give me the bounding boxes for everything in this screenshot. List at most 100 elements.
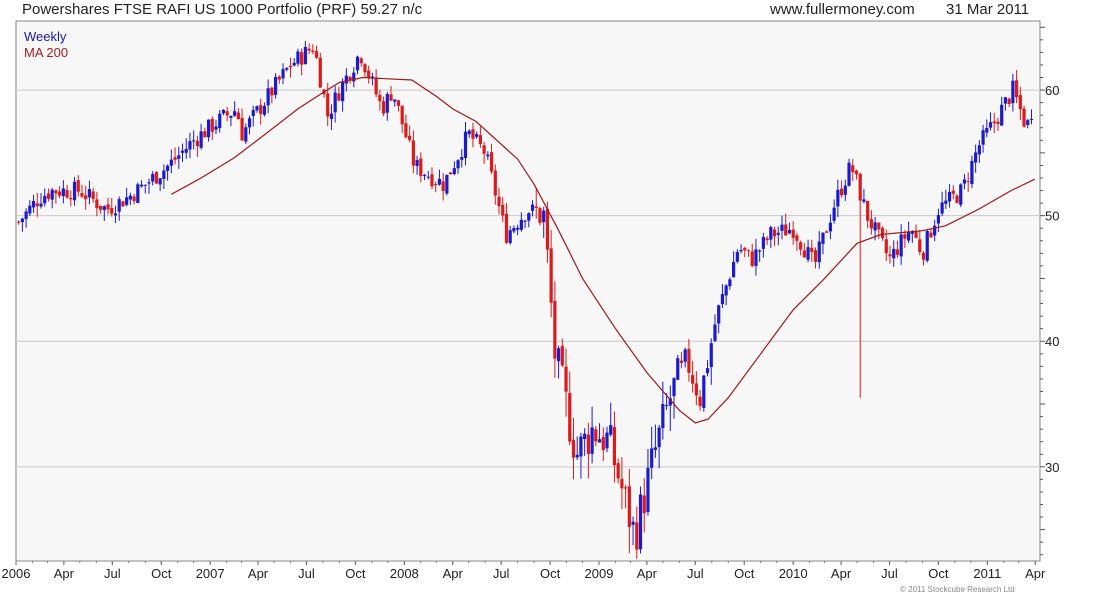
candle-body [76, 180, 80, 192]
x-tick-label: Apr [831, 566, 852, 581]
candle-body [802, 250, 806, 258]
candle-body [936, 215, 940, 224]
candle-body [970, 160, 974, 185]
candle-body [177, 155, 181, 159]
candle-body [664, 405, 669, 407]
grid-lines [16, 89, 1040, 468]
candle-body [233, 111, 237, 116]
candle-body [635, 522, 639, 550]
candle-body [259, 105, 263, 114]
candle-body [504, 214, 509, 243]
candle-body [772, 229, 777, 237]
candle-body [72, 181, 77, 201]
candle-body [709, 343, 713, 367]
candle-body [91, 191, 95, 199]
candle-body [31, 201, 36, 208]
legend-ma-200: MA 200 [24, 45, 69, 60]
candle-body [58, 191, 62, 196]
candle-body [951, 190, 955, 194]
candle-body [795, 235, 799, 241]
candle-body [866, 200, 870, 221]
candle-body [810, 247, 814, 252]
candle-body [341, 81, 345, 102]
chart-title: Powershares FTSE RAFI US 1000 Portfolio … [22, 1, 423, 18]
candle-body [731, 261, 736, 278]
candle-body [270, 87, 274, 96]
candle-body [862, 199, 866, 202]
candle-body [471, 129, 475, 139]
candle-body [873, 222, 877, 231]
candle-body [542, 210, 546, 223]
candle-body [743, 247, 747, 251]
candle-body [326, 93, 330, 117]
candle-body [806, 247, 810, 260]
x-tick-label: Apr [443, 566, 464, 581]
candle-body [925, 231, 929, 261]
candle-body [847, 162, 851, 186]
candle-body [944, 200, 948, 204]
candle-body [255, 106, 259, 111]
candle-body [221, 110, 226, 114]
candle-body [605, 432, 609, 449]
candle-body [128, 195, 132, 200]
y-tick-label: 40 [1045, 334, 1059, 349]
candle-body [921, 252, 926, 260]
candle-body [102, 206, 106, 211]
candle-body [914, 230, 918, 238]
candle-body [98, 205, 103, 210]
candle-body [892, 248, 896, 259]
candle-body [728, 279, 732, 287]
candle-body [143, 184, 147, 186]
candle-body [467, 130, 471, 135]
candle-body [705, 368, 710, 374]
candle-body [985, 127, 989, 133]
candle-body [404, 123, 408, 138]
candle-body [247, 118, 252, 128]
candle-body [411, 140, 415, 166]
candle-body [374, 77, 378, 95]
candle-body [300, 52, 304, 65]
candle-body [430, 174, 434, 187]
candle-body [869, 219, 873, 229]
candle-body [169, 159, 173, 166]
candle-body [631, 521, 635, 525]
candle-body [359, 58, 363, 64]
candle-body [597, 439, 602, 443]
candle-body [836, 189, 840, 207]
candle-body [61, 188, 65, 197]
candle-body [947, 191, 952, 202]
candle-body [288, 65, 293, 68]
candle-body [884, 239, 888, 254]
candle-body [117, 199, 121, 212]
candle-body [739, 250, 743, 252]
x-tick-label: 2007 [196, 566, 225, 581]
x-tick-label: Apr [637, 566, 658, 581]
candle-body [538, 208, 542, 223]
candle-body [691, 375, 695, 384]
plot-background [15, 20, 1041, 562]
candle-body [363, 64, 367, 73]
candle-body [493, 170, 497, 196]
candle-body [698, 396, 702, 407]
candle-body [508, 230, 512, 244]
candle-body [166, 165, 170, 171]
x-tick-label: Apr [248, 566, 269, 581]
candle-body [273, 76, 278, 95]
candle-body [367, 70, 371, 79]
copyright-text: © 2011 Stockcube Research Ltd [900, 585, 1015, 594]
candle-body [720, 294, 725, 305]
candle-body [285, 68, 289, 70]
candle-body [69, 198, 73, 200]
candle-body [50, 189, 54, 200]
candle-body [940, 202, 944, 214]
candle-body [571, 439, 576, 458]
x-tick-label: Jul [687, 566, 704, 581]
candle-body [199, 131, 203, 148]
candle-body [724, 285, 728, 296]
candle-body [609, 425, 613, 435]
x-tick-label: Jul [104, 566, 121, 581]
candle-body [761, 237, 765, 249]
candle-body [601, 437, 605, 451]
candle-body [527, 213, 531, 221]
